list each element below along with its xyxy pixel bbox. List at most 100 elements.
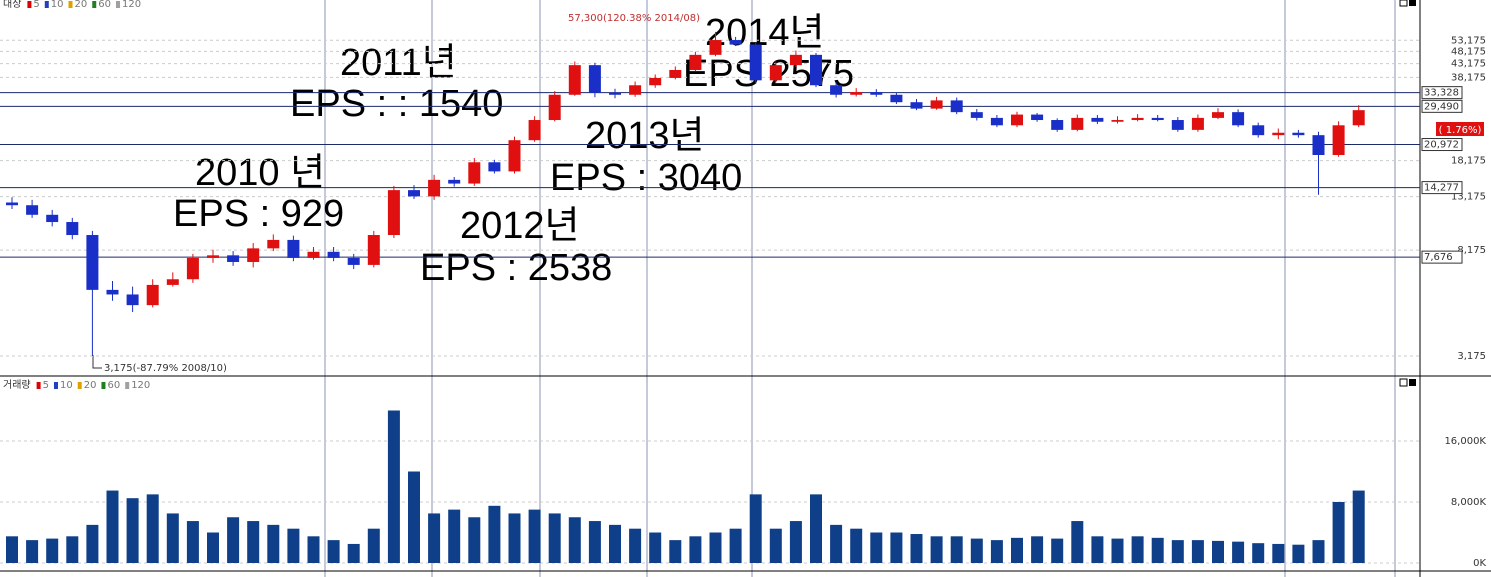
bar (629, 528, 642, 563)
bar (910, 534, 923, 563)
bar (247, 521, 260, 563)
annotation: 2013년 (585, 115, 705, 157)
candle-body (1071, 117, 1084, 130)
y-tick-label: 0K (1473, 558, 1486, 569)
candle-body (428, 179, 441, 197)
candle-body (810, 54, 822, 86)
candle-body (850, 92, 863, 95)
annotation: EPS : : 1540 (290, 83, 503, 125)
bar (830, 524, 843, 563)
candle-body (528, 120, 541, 141)
bar (1131, 536, 1144, 563)
bar (1011, 537, 1023, 563)
bar (1091, 536, 1104, 563)
candle-body (488, 162, 501, 172)
button[interactable] (1409, 0, 1416, 6)
bar (950, 536, 963, 563)
min-pointer (92, 355, 102, 369)
bar (1252, 543, 1265, 563)
annotation: EPS 2575 (683, 53, 854, 95)
bar (387, 410, 400, 563)
candle-body (1111, 120, 1124, 122)
bar (488, 505, 501, 563)
legend-swatch (68, 1, 73, 8)
bar (689, 536, 702, 563)
button[interactable] (1399, 0, 1408, 7)
bar (609, 524, 621, 563)
button[interactable] (1399, 378, 1408, 387)
candle-body (106, 289, 119, 295)
level-label: 7,676 (1424, 252, 1453, 263)
candle-body (267, 239, 280, 249)
candle-body (1332, 125, 1345, 156)
bar (1212, 540, 1224, 563)
level-box (1421, 86, 1463, 100)
candle-body (1312, 135, 1325, 156)
bar (1312, 540, 1325, 563)
annotation: EPS : 929 (173, 193, 344, 235)
panel-buttons[interactable] (1399, 0, 1416, 387)
candle-body (1232, 112, 1245, 126)
bar (1352, 490, 1365, 563)
level-label: 20,972 (1424, 140, 1459, 151)
bar (267, 524, 280, 563)
candle-body (408, 190, 420, 197)
y-tick-label: 3,175 (1457, 351, 1486, 362)
bar (46, 538, 59, 563)
legend-label: 10 (60, 380, 73, 391)
candle-body (910, 102, 923, 109)
candle-body (186, 257, 199, 280)
candle-body (207, 255, 219, 258)
bar (749, 494, 762, 563)
legend-label: 60 (98, 0, 111, 10)
legend-swatch (92, 1, 97, 8)
candle-body (26, 205, 39, 215)
bar (367, 528, 380, 563)
y-tick-label: 16,000K (1444, 436, 1486, 447)
candle-body (146, 284, 159, 306)
max-label: 57,300(120.38% 2014/08) (568, 13, 700, 24)
y-tick-label: 8,000K (1451, 497, 1487, 508)
candle-body (448, 179, 461, 184)
candle-body (769, 65, 782, 81)
bar (870, 532, 883, 563)
change-box (1436, 122, 1484, 136)
bar (227, 517, 240, 563)
candle-body (1252, 125, 1265, 136)
candle-body (367, 235, 380, 265)
button[interactable] (1409, 379, 1416, 386)
bar (146, 494, 159, 563)
bar (528, 509, 541, 563)
candle-body (387, 190, 400, 236)
candle-body (1051, 120, 1064, 130)
year-separators (324, 0, 1396, 577)
legend-swatch (101, 382, 106, 389)
legend-label: 20 (84, 380, 97, 391)
legend-label: 20 (75, 0, 88, 10)
candle-body (227, 255, 240, 262)
bar (548, 513, 561, 563)
candle-body (166, 279, 179, 285)
annotation: 2010 년 (195, 152, 325, 194)
bar (327, 540, 340, 563)
candle-body (629, 85, 642, 95)
candle-body (6, 202, 18, 206)
candle-body (86, 235, 99, 290)
y-tick-label: 43,175 (1451, 59, 1486, 70)
bar (287, 528, 300, 563)
annotation: 2014년 (705, 12, 825, 54)
bar (1071, 521, 1084, 563)
candle-body (709, 40, 722, 55)
bar (669, 540, 682, 563)
level-box (1421, 250, 1463, 264)
bar (990, 540, 1003, 563)
bar (186, 521, 199, 563)
bar (408, 471, 420, 563)
y-tick-label: 18,175 (1451, 156, 1486, 167)
legend-label: 120 (122, 0, 141, 10)
candle-body (568, 65, 581, 95)
candle-body (729, 40, 742, 45)
bar (1332, 502, 1345, 563)
